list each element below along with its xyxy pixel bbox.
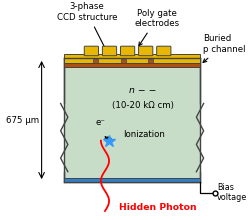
FancyBboxPatch shape [84,46,98,56]
Bar [64,63,200,67]
Text: Bias
voltage: Bias voltage [217,183,247,202]
Text: Hidden Photon: Hidden Photon [118,203,196,212]
Text: e⁻: e⁻ [96,118,106,127]
Bar [64,178,200,182]
Bar [148,59,153,63]
Text: 675 μm: 675 μm [6,116,39,125]
Bar [64,58,200,182]
Text: (10-20 kΩ cm): (10-20 kΩ cm) [112,101,174,110]
Text: n − −: n − − [129,86,157,95]
Text: Ionization: Ionization [123,130,165,139]
Text: Buried
p channel: Buried p channel [203,34,246,62]
Text: Poly gate
electrodes: Poly gate electrodes [134,9,180,46]
Text: 3-phase
CCD structure: 3-phase CCD structure [56,2,117,53]
FancyBboxPatch shape [157,46,171,56]
FancyBboxPatch shape [102,46,117,56]
Bar [120,59,126,63]
Bar [64,54,200,63]
FancyBboxPatch shape [138,46,153,56]
Bar [94,59,98,63]
FancyBboxPatch shape [120,46,135,56]
